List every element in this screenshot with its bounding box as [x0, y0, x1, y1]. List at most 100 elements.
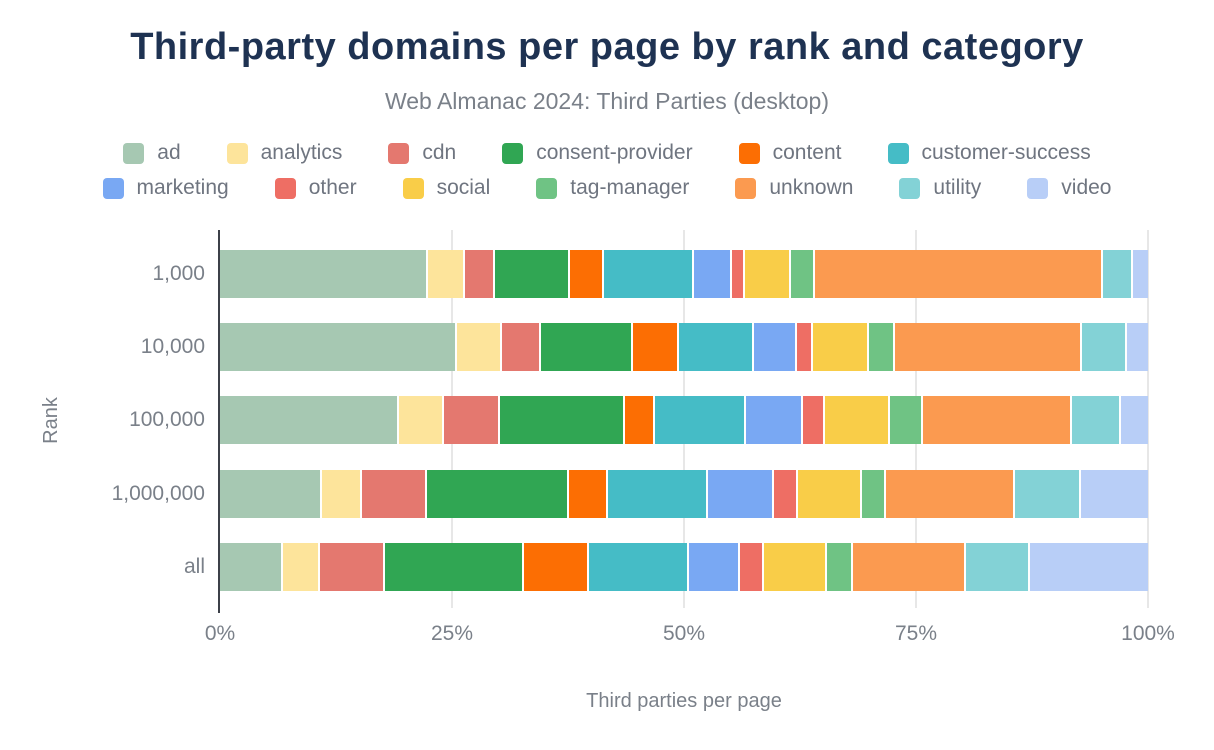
legend-item-analytics[interactable]: analytics	[226, 141, 343, 165]
bar-segment-utility[interactable]	[1082, 323, 1128, 372]
legend-swatch-ad	[123, 142, 145, 164]
bar-segment-video[interactable]	[1030, 542, 1148, 591]
legend-label: other	[308, 176, 357, 199]
bar-segment-tag-manager[interactable]	[790, 250, 815, 298]
bar-segment-marketing[interactable]	[688, 542, 740, 591]
bar-segment-other[interactable]	[739, 542, 764, 591]
legend-item-utility[interactable]: utility	[899, 176, 981, 200]
legend-label: social	[436, 176, 491, 199]
bar-row-10000	[220, 323, 1148, 372]
bar-segment-marketing[interactable]	[746, 396, 803, 445]
bar-segment-consent-provider[interactable]	[426, 469, 569, 518]
bar-segment-content[interactable]	[568, 469, 608, 518]
legend-label: tag-manager	[570, 176, 690, 199]
legend-item-content[interactable]: content	[738, 141, 842, 165]
bar-segment-tag-manager[interactable]	[826, 542, 853, 591]
legend-swatch-cdn	[388, 142, 410, 164]
bar-segment-utility[interactable]	[1071, 396, 1121, 445]
legend-item-marketing[interactable]: marketing	[102, 176, 229, 200]
bar-segment-content[interactable]	[625, 396, 656, 445]
bar-row-1000000	[220, 469, 1148, 518]
legend-swatch-unknown	[735, 177, 757, 199]
bar-segment-unknown[interactable]	[894, 323, 1083, 372]
bar-segment-ad[interactable]	[220, 323, 457, 372]
bar-segment-customer-success[interactable]	[655, 396, 747, 445]
bar-segment-social[interactable]	[763, 542, 827, 591]
y-tick-label: 10,000	[140, 335, 205, 359]
bar-segment-utility[interactable]	[966, 542, 1031, 591]
bar-segment-unknown[interactable]	[814, 250, 1104, 298]
legend-item-consent-provider[interactable]: consent-provider	[502, 141, 693, 165]
bar-segment-utility[interactable]	[1015, 469, 1082, 518]
chart-title: Third-party domains per page by rank and…	[130, 26, 1084, 68]
bar-segment-ad[interactable]	[220, 542, 284, 591]
bar-segment-other[interactable]	[773, 469, 799, 518]
bar-segment-customer-success[interactable]	[679, 323, 754, 372]
legend-item-other[interactable]: other	[274, 176, 357, 200]
legend-item-ad[interactable]: ad	[123, 141, 181, 165]
bar-segment-other[interactable]	[732, 250, 746, 298]
bar-segment-unknown[interactable]	[923, 396, 1072, 445]
bar-segment-video[interactable]	[1120, 396, 1148, 445]
bar-segment-social[interactable]	[745, 250, 791, 298]
y-tick-label: 1,000,000	[111, 481, 205, 505]
bar-segment-social[interactable]	[798, 469, 863, 518]
bar-segment-consent-provider[interactable]	[385, 542, 525, 591]
bar-segment-tag-manager[interactable]	[862, 469, 887, 518]
legend-item-video[interactable]: video	[1027, 176, 1111, 200]
legend-label: analytics	[260, 141, 343, 164]
legend: ad analytics cdn consent-provider content cus…	[0, 141, 1214, 200]
bar-segment-marketing[interactable]	[753, 323, 798, 372]
legend-item-social[interactable]: social	[402, 176, 491, 200]
bar-segment-cdn[interactable]	[443, 396, 501, 445]
bar-segment-other[interactable]	[797, 323, 813, 372]
bar-segment-other[interactable]	[802, 396, 825, 445]
bar-segment-content[interactable]	[632, 323, 680, 372]
bar-segment-video[interactable]	[1127, 323, 1148, 372]
bar-segment-video[interactable]	[1133, 250, 1148, 298]
bar-segment-customer-success[interactable]	[589, 542, 689, 591]
bar-segment-tag-manager[interactable]	[889, 396, 924, 445]
gridline-100%	[1147, 230, 1149, 608]
legend-item-customer-success[interactable]: customer-success	[887, 141, 1091, 165]
bar-segment-consent-provider[interactable]	[500, 396, 626, 445]
bar-segment-ad[interactable]	[220, 250, 428, 298]
bar-segment-consent-provider[interactable]	[541, 323, 633, 372]
bar-segment-social[interactable]	[824, 396, 890, 445]
bar-segment-unknown[interactable]	[886, 469, 1016, 518]
bar-segment-social[interactable]	[812, 323, 869, 372]
bar-segment-analytics[interactable]	[283, 542, 321, 591]
bar-segment-content[interactable]	[569, 250, 605, 298]
bar-segment-ad[interactable]	[220, 396, 400, 445]
bar-segment-utility[interactable]	[1103, 250, 1134, 298]
bar-segment-ad[interactable]	[220, 469, 323, 518]
bar-segment-customer-success[interactable]	[607, 469, 709, 518]
bar-segment-analytics[interactable]	[399, 396, 444, 445]
bar-segment-consent-provider[interactable]	[494, 250, 570, 298]
bar-segment-cdn[interactable]	[320, 542, 386, 591]
legend-item-cdn[interactable]: cdn	[388, 141, 456, 165]
bar-segment-marketing[interactable]	[694, 250, 733, 298]
legend-label: marketing	[136, 176, 229, 199]
bar-segment-analytics[interactable]	[427, 250, 465, 298]
bar-segment-analytics[interactable]	[322, 469, 362, 518]
bar-segment-marketing[interactable]	[708, 469, 774, 518]
bar-segment-unknown[interactable]	[852, 542, 966, 591]
bar-segment-customer-success[interactable]	[604, 250, 695, 298]
bar-segment-cdn[interactable]	[361, 469, 427, 518]
y-tick-label: 1,000	[152, 262, 205, 285]
legend-label: customer-success	[921, 141, 1091, 164]
legend-item-tag-manager[interactable]: tag-manager	[536, 176, 689, 200]
bar-segment-video[interactable]	[1081, 469, 1148, 518]
x-tick-label-25%: 25%	[430, 622, 474, 645]
x-tick-label-0%: 0%	[204, 622, 236, 645]
bar-row-100000	[220, 396, 1148, 445]
bar-segment-cdn[interactable]	[464, 250, 495, 298]
bar-segment-tag-manager[interactable]	[868, 323, 895, 372]
bar-segment-content[interactable]	[524, 542, 590, 591]
bar-segment-cdn[interactable]	[502, 323, 542, 372]
legend-label: utility	[933, 176, 982, 199]
legend-item-unknown[interactable]: unknown	[735, 176, 853, 200]
bar-segment-analytics[interactable]	[456, 323, 503, 372]
legend-row-1: ad analytics cdn consent-provider content cus…	[123, 141, 1091, 165]
